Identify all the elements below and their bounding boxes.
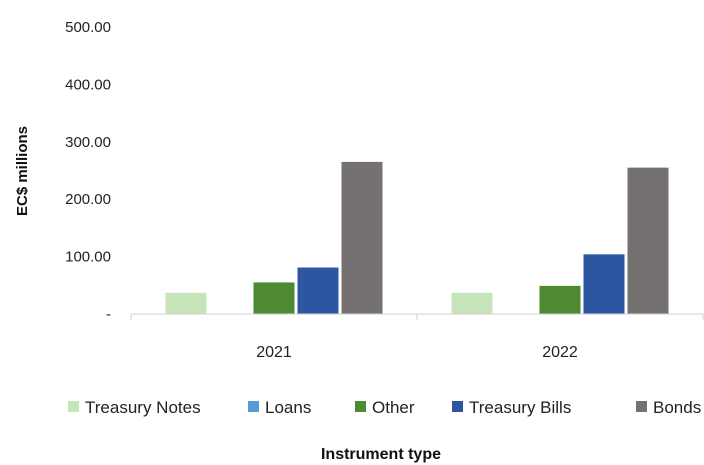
y-axis-ticks: - 100.00 200.00 300.00 400.00 500.00: [65, 19, 111, 323]
legend-swatch: [68, 401, 79, 412]
legend-swatch: [355, 401, 366, 412]
legend-item: Bonds: [636, 398, 701, 417]
y-tick-label: 500.00: [65, 19, 111, 36]
bar: [253, 282, 295, 314]
bar: [583, 254, 625, 314]
x-category-label: 2022: [542, 344, 578, 361]
y-tick-label: 100.00: [65, 249, 111, 266]
legend-label: Treasury Notes: [85, 398, 201, 417]
legend-item: Treasury Notes: [68, 398, 201, 417]
bar: [297, 267, 339, 314]
legend-item: Other: [355, 398, 415, 417]
x-axis-categories: 2021 2022: [130, 314, 704, 361]
legend-swatch: [248, 401, 259, 412]
legend-item: Loans: [248, 398, 311, 417]
bars: [165, 161, 669, 314]
legend-swatch: [452, 401, 463, 412]
y-tick-label: 200.00: [65, 191, 111, 208]
x-axis-title: Instrument type: [321, 446, 441, 463]
legend-label: Treasury Bills: [469, 398, 571, 417]
bar: [341, 161, 383, 314]
y-tick-label: -: [106, 306, 111, 323]
legend-item: Treasury Bills: [452, 398, 571, 417]
legend: Treasury Notes Loans Other Treasury Bills Bo…: [68, 398, 701, 417]
legend-label: Bonds: [653, 398, 701, 417]
bar: [627, 167, 669, 314]
y-tick-label: 400.00: [65, 76, 111, 93]
y-tick-label: 300.00: [65, 134, 111, 151]
bar: [539, 285, 581, 314]
bar: [165, 292, 207, 314]
x-category-label: 2021: [256, 344, 292, 361]
legend-label: Loans: [265, 398, 311, 417]
legend-swatch: [636, 401, 647, 412]
legend-label: Other: [372, 398, 415, 417]
y-axis-label: EC$ millions: [14, 126, 31, 216]
bar: [451, 292, 493, 314]
